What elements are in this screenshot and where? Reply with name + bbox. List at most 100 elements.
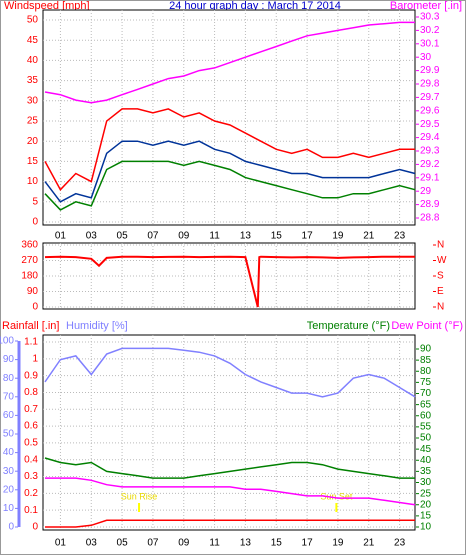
y2-tick-label: 25: [420, 488, 432, 499]
x-tick-label: 11: [209, 538, 220, 549]
y-tick-label: 0.6: [24, 421, 38, 432]
y2-tick-label: 75: [420, 377, 432, 388]
y2-tick-label: 85: [420, 355, 432, 366]
y3-tick-label: 10: [3, 503, 15, 514]
y2-tick-label: 35: [420, 466, 432, 477]
y2-label: Barometer [.in]: [390, 0, 462, 12]
chart-title: 24 hour graph day : March 17 2014: [169, 0, 341, 12]
x-tick-label: 11: [209, 231, 220, 242]
x-tick-label: 23: [394, 538, 406, 549]
y2-tick-label: N: [437, 302, 444, 313]
y2-tick-label: 29.4: [420, 132, 440, 143]
series-line: [45, 477, 416, 506]
y-tick-label: 1: [32, 353, 38, 364]
y2b-label: Dew Point (°F): [391, 320, 463, 332]
x-tick-label: 15: [271, 231, 283, 242]
y-tick-label: 0.4: [24, 454, 38, 465]
x-tick-label: 21: [363, 231, 375, 242]
x-tick-label: 17: [302, 538, 314, 549]
y-tick-label: 180: [21, 271, 38, 282]
y-tick-label: 20: [27, 136, 39, 147]
y-tick-label: 0: [32, 522, 38, 533]
x-tick-label: 13: [240, 231, 252, 242]
y-tick-label: 270: [21, 255, 38, 266]
y-tick-label: 0: [32, 302, 38, 313]
y-tick-label: 45: [27, 35, 39, 46]
y2-tick-label: 29.8: [420, 79, 440, 90]
x-tick-label: 09: [178, 538, 190, 549]
x-tick-label: 23: [394, 231, 406, 242]
y-tick-label: 5: [32, 196, 38, 207]
y3-label: Humidity [%]: [66, 320, 128, 332]
y-tick-label: 40: [27, 55, 39, 66]
y2-tick-label: 50: [420, 433, 432, 444]
x-tick-label: 01: [55, 538, 67, 549]
y2-tick-label: 55: [420, 422, 432, 433]
y2-tick-label: 70: [420, 388, 432, 399]
y3-tick-label: 80: [3, 373, 15, 384]
y3-tick-label: 60: [3, 410, 15, 421]
series-line: [44, 160, 416, 211]
x-tick-label: 05: [117, 538, 129, 549]
plot-area: [42, 9, 416, 226]
x-tick-label: 09: [178, 231, 190, 242]
x-tick-label: 01: [55, 231, 67, 242]
y2-tick-label: 65: [420, 399, 432, 410]
y-tick-label: 0.8: [24, 387, 38, 398]
y-tick-label: 15: [27, 156, 39, 167]
x-tick-label: 07: [147, 538, 159, 549]
y3-tick-label: 20: [3, 484, 15, 495]
y2-tick-label: 30: [420, 52, 432, 63]
series-line: [44, 108, 415, 191]
x-tick-label: 13: [240, 538, 252, 549]
y3-tick-label: 50: [3, 429, 15, 440]
y-tick-label: 25: [27, 116, 39, 127]
y3-tick-label: 90: [3, 354, 15, 365]
y-tick-label: 0.3: [24, 471, 38, 482]
x-tick-label: 19: [332, 538, 344, 549]
y2-tick-label: 80: [420, 366, 432, 377]
y2-tick-label: 20: [420, 499, 432, 510]
series-line: [44, 140, 416, 203]
annotation: Sun Rise: [121, 491, 158, 501]
y3-tick-label: 0: [8, 522, 14, 533]
y-tick-label: 360: [21, 240, 38, 251]
y-tick-label: 0: [32, 217, 38, 228]
x-tick-label: 19: [332, 231, 344, 242]
y2-tick-label: S: [437, 271, 444, 282]
y2-tick-label: 10: [420, 522, 432, 533]
y2-tick-label: 90: [420, 344, 432, 355]
x-tick-label: 03: [86, 231, 98, 242]
y2-tick-label: 29.9: [420, 65, 440, 76]
y2-tick-label: 15: [420, 511, 432, 522]
y-label: Rainfall [.in]: [2, 320, 59, 332]
series-line: [44, 457, 415, 479]
y2-tick-label: 29.6: [420, 105, 440, 116]
y2-tick-label: 28.9: [420, 199, 440, 210]
y2-tick-label: 30.2: [420, 25, 440, 36]
y3-tick-label: 40: [3, 447, 15, 458]
y-tick-label: 30: [27, 95, 39, 106]
y-tick-label: 0.1: [24, 505, 38, 516]
x-tick-label: 07: [147, 231, 159, 242]
y2-tick-label: 45: [420, 444, 432, 455]
y-tick-label: 35: [27, 75, 39, 86]
series-line: [45, 519, 415, 528]
y2-tick-label: 29.3: [420, 146, 440, 157]
y-label: Windspeed [mph]: [4, 0, 90, 12]
y2-tick-label: W: [437, 255, 447, 266]
annotation: Sun Set: [320, 491, 353, 501]
y2-tick-label: 40: [420, 455, 432, 466]
y-tick-label: 10: [27, 176, 39, 187]
y2-label: Temperature (°F): [307, 320, 390, 332]
y2-tick-label: 29.7: [420, 92, 440, 103]
x-tick-label: 21: [363, 538, 375, 549]
x-tick-label: 17: [302, 231, 314, 242]
y3-tick-label: 100: [0, 336, 14, 347]
x-tick-label: 15: [271, 538, 283, 549]
series-line: [44, 347, 416, 398]
x-tick-label: 05: [117, 231, 129, 242]
y2-tick-label: N: [437, 240, 444, 251]
series-line: [44, 21, 415, 104]
